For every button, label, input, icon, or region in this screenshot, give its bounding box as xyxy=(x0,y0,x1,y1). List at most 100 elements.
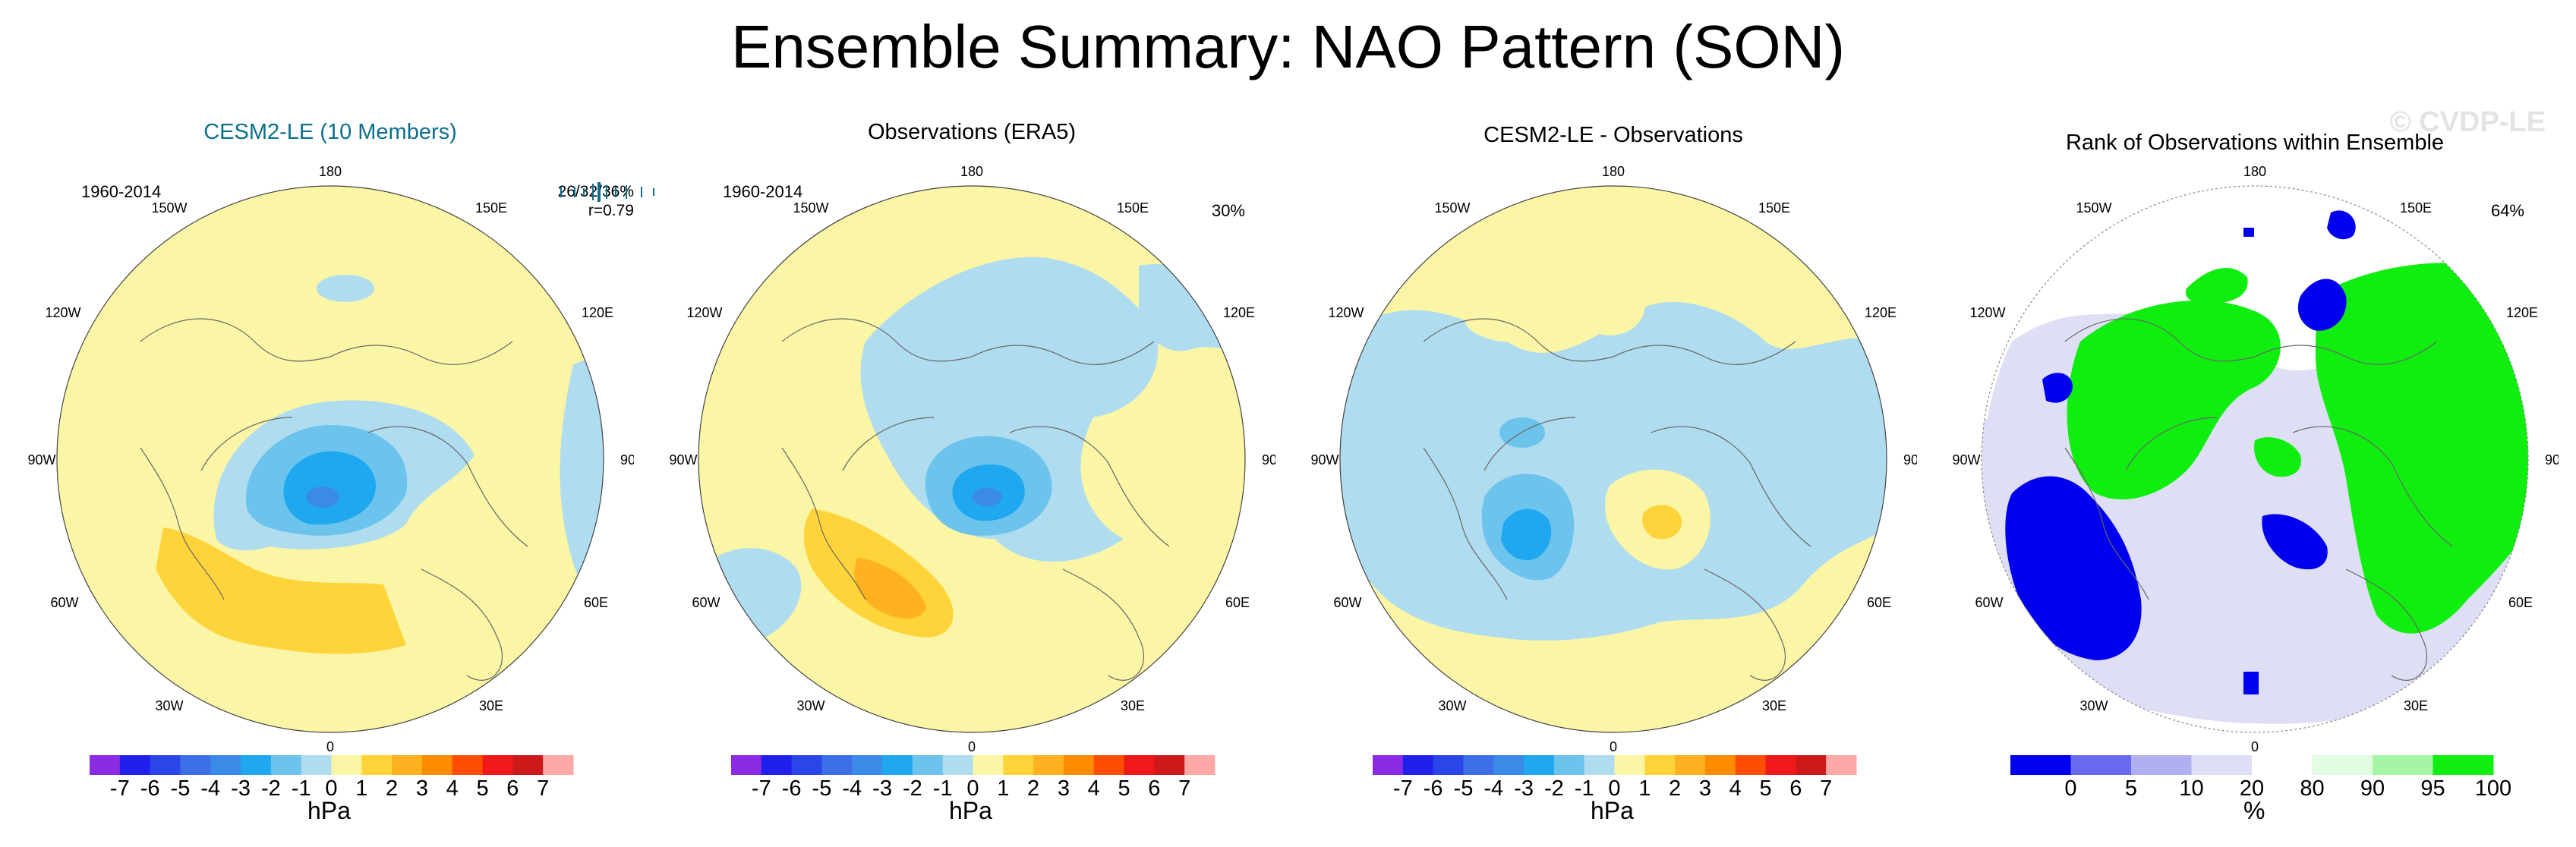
colorbar-tick-label: 1 xyxy=(997,776,1009,801)
lon-label-0: 0 xyxy=(968,739,976,754)
lon-label-60e: 60E xyxy=(1225,595,1250,610)
colorbar-swatch xyxy=(1735,755,1767,775)
colorbar-swatch xyxy=(791,755,822,775)
colorbar-swatch xyxy=(761,755,793,775)
lon-label-120e: 120E xyxy=(2506,305,2538,320)
lon-label-120w: 120W xyxy=(1328,305,1364,320)
main-title: Ensemble Summary: NAO Pattern (SON) xyxy=(730,13,1846,80)
colorbar-tick-label: 7 xyxy=(537,776,549,801)
colorbar-swatch xyxy=(512,755,544,775)
colorbar-tick-label: -1 xyxy=(933,776,953,801)
lon-label-60e: 60E xyxy=(584,595,608,610)
colorbar-swatch xyxy=(1765,755,1796,775)
colorbar-swatch xyxy=(2191,755,2253,775)
colorbar-tick-label: 0 xyxy=(2064,776,2076,801)
lon-label-90w: 90W xyxy=(1310,452,1338,468)
stats-box: 26/32/36% r=0.79 xyxy=(558,182,654,220)
colorbar-tick-label: 4 xyxy=(1088,776,1100,801)
colorbar-swatch xyxy=(331,755,362,775)
panel-title: CESM2-LE - Observations xyxy=(1483,123,1743,147)
colorbar-tick-label: 7 xyxy=(1820,776,1832,801)
colorbar-tick-label: 0 xyxy=(325,776,337,801)
lon-label-120e: 120E xyxy=(582,305,613,320)
colorbar-swatch xyxy=(241,755,272,775)
colorbar-swatch xyxy=(1584,755,1615,775)
lon-label-150e: 150E xyxy=(1758,200,1790,216)
colorbar-swatch xyxy=(543,755,574,775)
colorbar-tick-label: 80 xyxy=(2300,776,2324,801)
lon-label-90e: 90E xyxy=(620,452,634,468)
colorbar-tick-label: 5 xyxy=(476,776,488,801)
lon-label-120w: 120W xyxy=(45,305,80,320)
colorbar-tick-label: 100 xyxy=(2475,776,2511,801)
colorbar-swatch xyxy=(852,755,883,775)
lon-label-30w: 30W xyxy=(155,698,183,713)
colorbar-tick-label: 2 xyxy=(1027,776,1039,801)
lon-label-90w: 90W xyxy=(27,452,55,468)
colorbar-swatch xyxy=(210,755,241,775)
lon-label-150w: 150W xyxy=(793,200,828,216)
colorbar-swatch xyxy=(1524,755,1555,775)
lon-label-90e: 90E xyxy=(1903,452,1917,468)
lon-label-180: 180 xyxy=(2243,164,2266,179)
colorbar-swatch xyxy=(301,755,332,775)
colorbar-swatch xyxy=(1402,755,1434,775)
colorbar-swatch xyxy=(150,755,181,775)
colorbar-tick-label: 3 xyxy=(1058,776,1070,801)
colorbar-tick-label: 2 xyxy=(1669,776,1681,801)
colorbar-tick-label: 20 xyxy=(2240,776,2264,801)
colorbar-tick-label: 3 xyxy=(1699,776,1711,801)
colorbar-tick-label: -7 xyxy=(752,776,771,801)
colorbar-swatch xyxy=(270,755,302,775)
colorbar-swatch xyxy=(1614,755,1645,775)
colorbar-swatch xyxy=(2252,755,2313,775)
map-observations: 180 0 90W 90E 150W 120W 150E 120E 60W 30… xyxy=(669,164,1275,801)
lon-label-30e: 30E xyxy=(1121,698,1145,713)
colorbar-unit: hPa xyxy=(307,797,351,824)
stats-ticks xyxy=(560,182,654,202)
lon-label-90w: 90W xyxy=(1952,452,1980,468)
colorbar-swatch xyxy=(731,755,762,775)
colorbar-tick-label: -1 xyxy=(292,776,311,801)
panel-observations: Observations (ERA5) 1960-2014 30% 180 xyxy=(668,114,1275,842)
colorbar-swatch xyxy=(90,755,121,775)
coastlines xyxy=(140,318,528,681)
colorbar-swatch xyxy=(1704,755,1736,775)
stats-r: r=0.79 xyxy=(588,202,634,219)
period-label: 1960-2014 xyxy=(81,182,162,201)
colorbar-swatch xyxy=(1826,755,1857,775)
lon-label-120e: 120E xyxy=(1223,305,1255,320)
colorbar-tick-label: 4 xyxy=(446,776,459,801)
colorbar-tick-label: 0 xyxy=(966,776,979,801)
colorbar-swatch xyxy=(2131,755,2192,775)
colorbar-tick-label: 5 xyxy=(2125,776,2137,801)
colorbar-swatch xyxy=(1553,755,1585,775)
lon-label-120w: 120W xyxy=(1969,305,2005,320)
colorbar-tick-label: -5 xyxy=(1454,776,1474,801)
colorbar-unit: hPa xyxy=(1591,797,1634,824)
lon-label-60w: 60W xyxy=(50,595,78,610)
map-difference: 180 0 90W 90E 150W 120W 150E 120E 60W 30… xyxy=(1310,164,1917,801)
colorbar-swatch xyxy=(392,755,423,775)
colorbar-swatch xyxy=(1154,755,1185,775)
colorbar-swatch xyxy=(1373,755,1404,775)
lon-label-30e: 30E xyxy=(479,698,503,713)
lon-label-150e: 150E xyxy=(475,200,507,216)
lon-label-30e: 30E xyxy=(2404,698,2428,713)
colorbar-swatch xyxy=(1463,755,1494,775)
variance-pct: 64% xyxy=(2490,201,2524,220)
panel-title: Rank of Observations within Ensemble xyxy=(2065,131,2445,155)
lon-label-60e: 60E xyxy=(2508,595,2533,610)
colorbar-tick-label: -7 xyxy=(110,776,130,801)
colorbar-swatch xyxy=(973,755,1004,775)
lon-label-150w: 150W xyxy=(2076,200,2111,216)
lon-label-150e: 150E xyxy=(2400,200,2432,216)
colorbar-tick-label: 1 xyxy=(1638,776,1651,801)
colorbar-tick-label: -4 xyxy=(1483,776,1503,801)
colorbar-tick-label: -3 xyxy=(872,776,892,801)
lon-label-120w: 120W xyxy=(686,305,722,320)
colorbar-tick-label: 6 xyxy=(1789,776,1802,801)
panel-title: Observations (ERA5) xyxy=(868,120,1076,144)
colorbar-swatch xyxy=(821,755,853,775)
colorbar-swatch xyxy=(1093,755,1125,775)
